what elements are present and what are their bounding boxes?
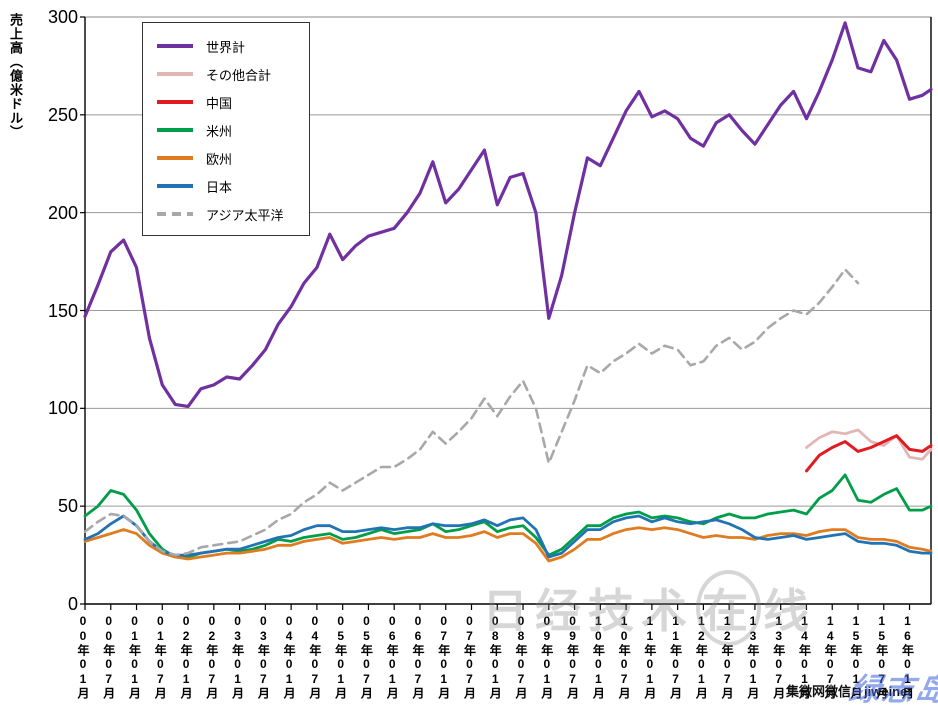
site-watermark-text-pre: 日经技术 xyxy=(482,585,694,637)
x-tick-label-10: 05年01月 xyxy=(333,614,348,700)
y-tick-label-150: 150 xyxy=(47,300,78,321)
legend-label-6: アジア太平洋 xyxy=(206,207,284,223)
site-watermark: 日经技术在线 xyxy=(482,570,816,646)
x-tick-label-32: 16年01月 xyxy=(900,614,915,700)
x-tick-label-8: 04年01月 xyxy=(282,614,297,700)
y-tick-label-250: 250 xyxy=(47,104,78,125)
x-tick-label-17: 08年07月 xyxy=(514,614,529,700)
x-tick-label-27: 13年07月 xyxy=(771,614,786,700)
x-tick-label-13: 06年07月 xyxy=(410,614,425,700)
x-tick-label-3: 01年07月 xyxy=(153,614,168,700)
x-tick-label-5: 02年07月 xyxy=(204,614,219,700)
x-tick-label-15: 07年07月 xyxy=(462,614,477,700)
x-tick-label-28: 14年01月 xyxy=(797,614,812,700)
x-tick-label-23: 11年07月 xyxy=(668,614,683,700)
x-tick-label-4: 02年01月 xyxy=(179,614,194,700)
legend-swatch-1 xyxy=(157,72,193,76)
y-tick-label-100: 100 xyxy=(47,398,78,419)
legend-item-4: 欧州 xyxy=(157,144,299,172)
x-tick-label-20: 10年01月 xyxy=(591,614,606,700)
x-tick-label-31: 15年07月 xyxy=(874,614,889,700)
corner-watermark: 绿志岛 xyxy=(846,672,938,707)
legend-swatch-6 xyxy=(157,212,193,216)
legend-label-0: 世界計 xyxy=(206,39,246,55)
x-tick-label-19: 09年07月 xyxy=(565,614,580,700)
x-tick-label-30: 15年01月 xyxy=(848,614,863,700)
legend-label-2: 中国 xyxy=(206,95,233,111)
legend-item-5: 日本 xyxy=(157,172,299,200)
legend-item-3: 米州 xyxy=(157,116,299,144)
legend-item-0: 世界計 xyxy=(157,32,299,60)
y-axis-title: 売上高（億米ドル） xyxy=(8,13,23,139)
legend-label-4: 欧州 xyxy=(206,151,233,167)
series-line-6 xyxy=(83,268,860,557)
legend-label-5: 日本 xyxy=(206,179,233,195)
x-tick-label-22: 11年01月 xyxy=(642,614,657,700)
legend-swatch-5 xyxy=(157,184,193,188)
x-tick-label-1: 00年07月 xyxy=(101,614,116,700)
y-tick-label-200: 200 xyxy=(47,202,78,223)
legend-swatch-0 xyxy=(157,44,193,48)
source-credit: 集微网微信：jiweinet xyxy=(786,684,912,699)
x-tick-label-2: 01年01月 xyxy=(127,614,142,700)
legend-swatch-3 xyxy=(157,128,193,132)
y-tick-label-50: 50 xyxy=(57,496,78,517)
series-line-1 xyxy=(805,428,933,461)
site-watermark-circled-char: 在 xyxy=(696,570,761,646)
legend-label-1: その他合計 xyxy=(206,67,272,83)
site-watermark-text-post: 线 xyxy=(763,585,816,637)
legend-label-3: 米州 xyxy=(206,123,233,139)
x-tick-label-14: 07年01月 xyxy=(436,614,451,700)
legend-item-6: アジア太平洋 xyxy=(157,200,299,228)
legend-swatch-2 xyxy=(157,100,193,104)
x-tick-label-21: 10年07月 xyxy=(617,614,632,700)
x-tick-label-7: 03年07月 xyxy=(256,614,271,700)
series-line-5 xyxy=(83,514,933,559)
x-tick-label-9: 04年07月 xyxy=(307,614,322,700)
legend-swatch-4 xyxy=(157,156,193,160)
y-tick-label-0: 0 xyxy=(67,594,78,614)
series-line-0 xyxy=(83,21,933,408)
x-tick-label-11: 05年07月 xyxy=(359,614,374,700)
y-tick-label-300: 300 xyxy=(47,7,78,27)
x-tick-label-29: 14年07月 xyxy=(823,614,838,700)
x-tick-label-0: 00年01月 xyxy=(76,614,90,700)
x-tick-label-12: 06年01月 xyxy=(385,614,400,700)
legend-item-1: その他合計 xyxy=(157,60,299,88)
x-tick-label-6: 03年01月 xyxy=(230,614,245,700)
series-line-4 xyxy=(83,526,933,563)
x-tick-label-16: 08年01月 xyxy=(488,614,503,700)
x-tick-label-18: 09年01月 xyxy=(539,614,554,700)
series-line-2 xyxy=(805,434,933,473)
chart-legend: 世界計その他合計中国米州欧州日本アジア太平洋 xyxy=(142,22,310,236)
legend-item-2: 中国 xyxy=(157,88,299,116)
series-line-3 xyxy=(83,473,933,559)
